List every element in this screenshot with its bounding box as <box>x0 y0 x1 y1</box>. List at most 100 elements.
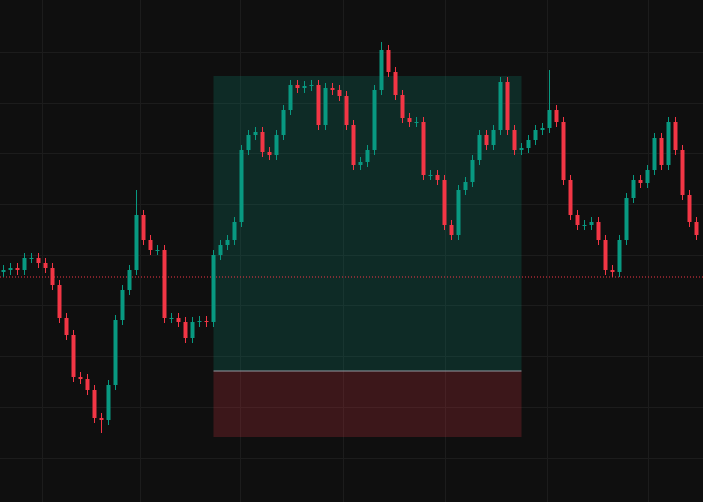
candle-body <box>421 122 426 175</box>
candle-body <box>134 215 139 270</box>
candle-body <box>582 225 587 226</box>
candle-body <box>274 135 279 155</box>
candle-body <box>568 180 573 215</box>
candle-body <box>505 82 510 130</box>
candle-body <box>176 318 181 322</box>
candle-body <box>267 152 272 155</box>
candle-body <box>78 377 83 379</box>
candle-body <box>680 150 685 195</box>
candle-body <box>85 379 90 390</box>
candle-body <box>519 148 524 150</box>
vertical-grid <box>42 0 649 502</box>
candle-body <box>435 175 440 180</box>
candle-body <box>561 122 566 180</box>
candle-body <box>92 390 97 418</box>
candle-body <box>407 118 412 122</box>
candle-body <box>71 335 76 377</box>
candle-body <box>554 110 559 122</box>
candle-body <box>211 255 216 322</box>
candle-body <box>358 162 363 165</box>
candle-body <box>302 86 307 88</box>
candle-body <box>106 385 111 420</box>
candle-body <box>477 135 482 160</box>
candle-body <box>512 130 517 150</box>
candle-body <box>204 321 209 322</box>
candle-body <box>155 250 160 251</box>
candle-body <box>29 258 34 259</box>
candle-body <box>127 270 132 290</box>
candle-body <box>575 215 580 225</box>
candle-body <box>393 72 398 95</box>
candle-body <box>323 88 328 125</box>
candle-body <box>547 110 552 128</box>
stop-zone <box>213 371 522 437</box>
candle-body <box>169 318 174 319</box>
candle-body <box>120 290 125 320</box>
candle-body <box>652 138 657 170</box>
candle-body <box>99 418 104 420</box>
candle-body <box>491 130 496 145</box>
candle-body <box>183 322 188 338</box>
candle-body <box>64 318 69 335</box>
candle-body <box>239 150 244 222</box>
candle-body <box>162 250 167 318</box>
candle-body <box>631 180 636 198</box>
candle-body <box>218 245 223 255</box>
candle-body <box>463 182 468 190</box>
candle-body <box>365 150 370 162</box>
candle-body <box>379 50 384 90</box>
candle-body <box>589 222 594 225</box>
candle-body <box>400 95 405 118</box>
candle-body <box>260 132 265 152</box>
candle-body <box>484 135 489 145</box>
candle-body <box>1 270 6 272</box>
candle-body <box>540 128 545 130</box>
candle-body <box>694 222 699 235</box>
candle-body <box>190 322 195 338</box>
candle-body <box>449 225 454 235</box>
candle-body <box>414 122 419 123</box>
candle-body <box>295 85 300 88</box>
candle-body <box>526 140 531 148</box>
candle-body <box>316 85 321 125</box>
candle-body <box>344 96 349 125</box>
candle-body <box>197 321 202 322</box>
candle-body <box>22 258 27 270</box>
candle-body <box>253 132 258 135</box>
candle-body <box>645 170 650 183</box>
candle-body <box>141 215 146 240</box>
candle-body <box>659 138 664 165</box>
candle-body <box>456 190 461 235</box>
candle-body <box>498 82 503 130</box>
candle-body <box>288 85 293 110</box>
candle-body <box>673 122 678 150</box>
candle-body <box>225 240 230 245</box>
candle-body <box>470 160 475 182</box>
candle-body <box>617 240 622 272</box>
candle-body <box>8 268 13 270</box>
candle-body <box>281 110 286 135</box>
candle-body <box>372 90 377 150</box>
candle-body <box>386 50 391 72</box>
candle-body <box>596 222 601 240</box>
candle-body <box>309 85 314 86</box>
candle-body <box>330 88 335 90</box>
candle-body <box>36 258 41 263</box>
candle-body <box>603 240 608 270</box>
candle-body <box>351 125 356 165</box>
candle-body <box>533 130 538 140</box>
candle-body <box>666 122 671 165</box>
candle-body <box>232 222 237 240</box>
target-zone <box>213 76 522 371</box>
candle-body <box>638 180 643 183</box>
candle-body <box>610 270 615 272</box>
candle-body <box>113 320 118 385</box>
candle-body <box>50 268 55 285</box>
candle-body <box>442 180 447 225</box>
candle-body <box>57 285 62 318</box>
candle-body <box>624 198 629 240</box>
candle-body <box>246 135 251 150</box>
